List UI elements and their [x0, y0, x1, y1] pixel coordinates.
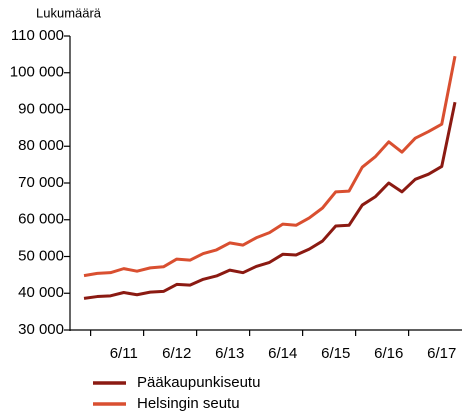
y-tick-label: 50 000: [18, 247, 64, 264]
y-tick-label: 60 000: [18, 211, 64, 228]
y-tick-label: 110 000: [11, 27, 64, 44]
y-tick-label: 90 000: [18, 100, 64, 117]
x-tick-label: 6/13: [215, 345, 244, 362]
y-tick-label: 30 000: [18, 321, 64, 338]
series-line: [83, 101, 457, 300]
x-tick-label: 6/16: [374, 345, 403, 362]
legend-label: Helsingin seutu: [137, 395, 240, 412]
y-axis-label: Lukumäärä: [36, 5, 102, 20]
y-tick-label: 80 000: [18, 137, 64, 154]
y-tick-label: 70 000: [18, 174, 64, 191]
series-line: [83, 55, 457, 278]
y-tick-label: 100 000: [10, 64, 64, 81]
y-tick-label: 40 000: [18, 284, 64, 301]
x-tick-label: 6/15: [321, 345, 350, 362]
x-tick-label: 6/17: [427, 345, 456, 362]
x-tick-label: 6/14: [268, 345, 297, 362]
x-tick-label: 6/12: [162, 345, 191, 362]
x-tick-label: 6/11: [110, 345, 138, 362]
legend-label: Pääkaupunkiseutu: [137, 374, 260, 391]
